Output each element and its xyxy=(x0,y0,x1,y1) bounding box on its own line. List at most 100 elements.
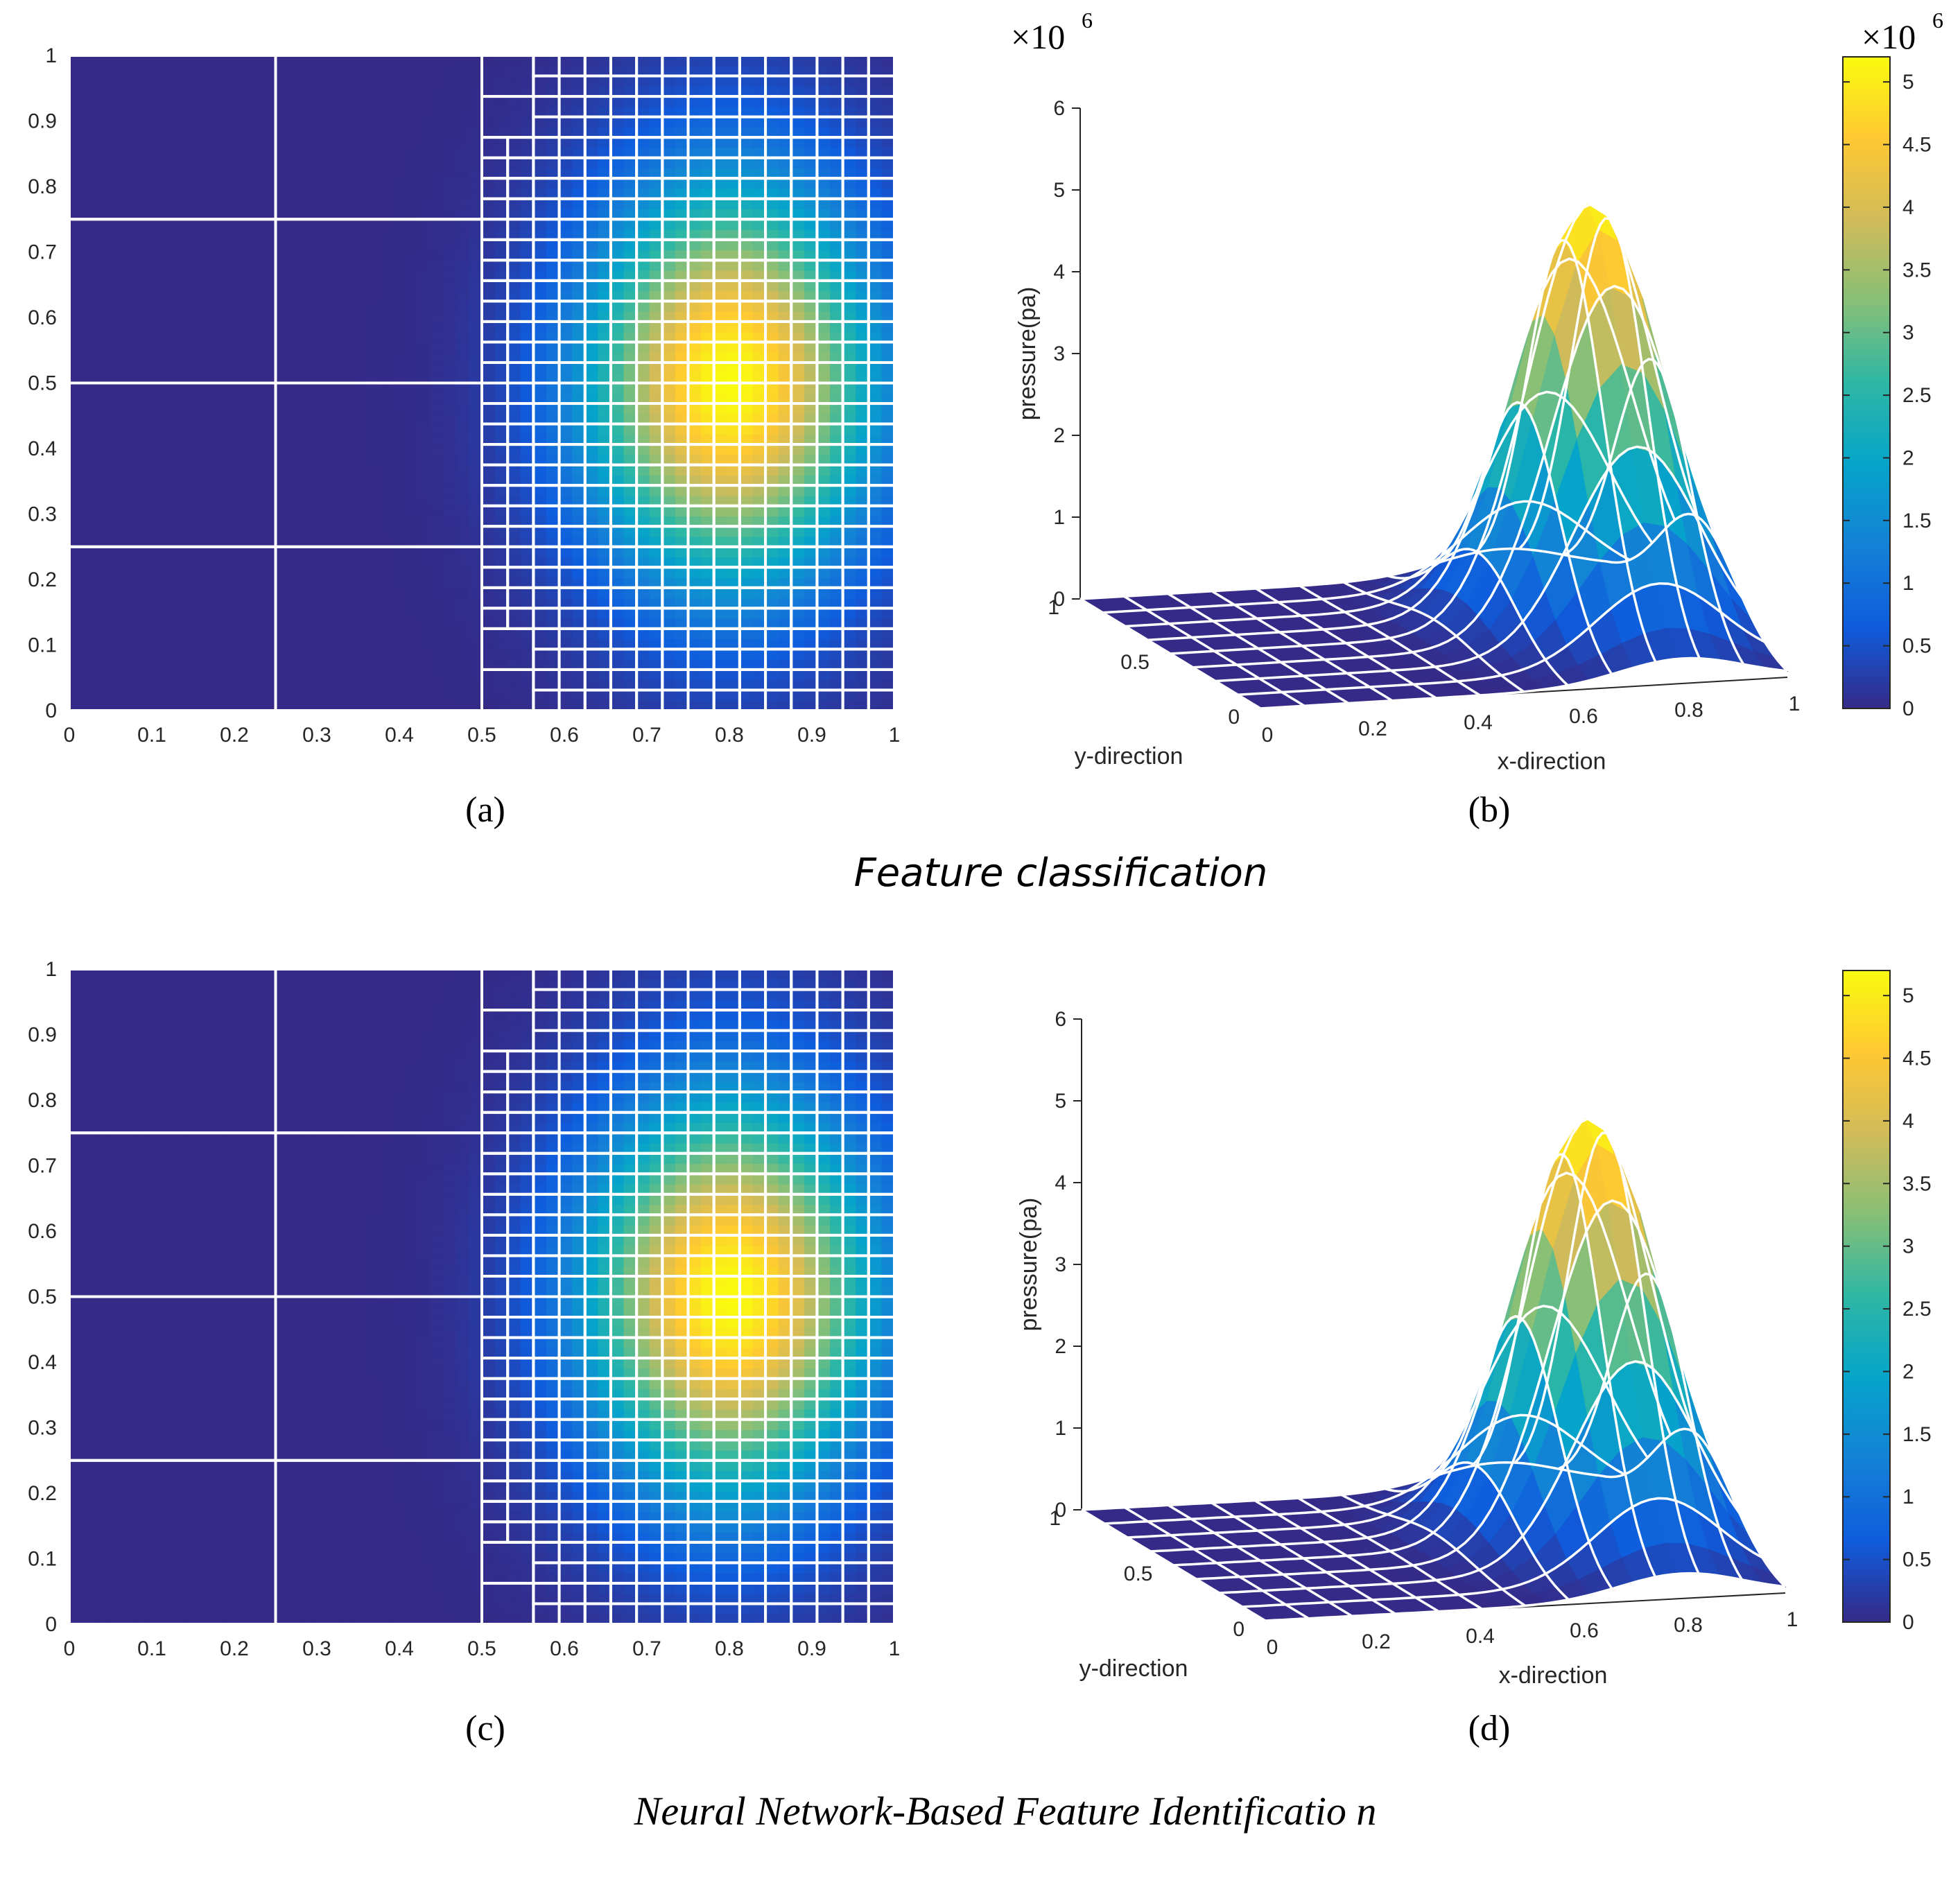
heatmap-cell xyxy=(713,464,727,476)
heatmap-cell xyxy=(752,669,766,681)
heatmap-cell xyxy=(727,424,740,435)
heatmap-cell xyxy=(327,362,341,374)
heatmap-cell xyxy=(353,116,367,128)
heatmap-cell xyxy=(404,546,418,558)
heatmap-cell xyxy=(340,147,354,159)
heatmap-cell xyxy=(159,250,173,261)
heatmap-cell xyxy=(443,198,457,210)
heatmap-cell xyxy=(365,505,379,517)
heatmap-cell xyxy=(198,598,212,609)
heatmap-cell xyxy=(404,372,418,384)
heatmap-cell xyxy=(430,147,444,159)
heatmap-cell xyxy=(623,516,637,527)
heatmap-cell xyxy=(739,168,754,179)
heatmap-cell xyxy=(469,198,483,210)
heatmap-cell xyxy=(662,403,676,415)
heatmap-cell xyxy=(856,659,869,670)
heatmap-cell xyxy=(340,168,354,179)
heatmap-cell xyxy=(649,700,663,711)
heatmap-cell xyxy=(146,679,160,691)
heatmap-cell xyxy=(391,209,406,220)
heatmap-cell xyxy=(752,331,766,343)
heatmap-cell xyxy=(842,690,856,701)
heatmap-cell xyxy=(636,424,650,435)
heatmap-cell xyxy=(675,434,689,445)
heatmap-cell xyxy=(842,393,856,404)
heatmap-cell xyxy=(778,178,792,189)
heatmap-cell xyxy=(224,557,238,568)
heatmap-cell xyxy=(107,434,121,445)
heatmap-cell xyxy=(791,557,805,568)
heatmap-cell xyxy=(778,86,792,97)
heatmap-cell xyxy=(69,250,83,261)
heatmap-cell xyxy=(623,679,637,691)
heatmap-cell xyxy=(868,86,883,97)
heatmap-cell xyxy=(288,413,302,425)
heatmap-cell xyxy=(327,96,341,107)
heatmap-cell xyxy=(856,301,869,312)
heatmap-cell xyxy=(559,290,573,302)
heatmap-cell xyxy=(121,464,135,476)
heatmap-cell xyxy=(842,342,856,353)
heatmap-cell xyxy=(713,567,727,578)
heatmap-cell xyxy=(443,577,457,589)
heatmap-cell xyxy=(739,403,754,415)
heatmap-cell xyxy=(314,127,328,138)
heatmap-cell xyxy=(662,587,676,599)
heatmap-cell xyxy=(727,260,740,271)
heatmap-cell xyxy=(327,76,341,87)
heatmap-cell xyxy=(121,505,135,517)
heatmap-cell xyxy=(159,65,173,77)
heatmap-cell xyxy=(236,618,250,629)
heatmap-cell xyxy=(391,137,406,148)
heatmap-cell xyxy=(727,393,740,404)
heatmap-cell xyxy=(391,86,406,97)
heatmap-cell xyxy=(739,219,754,230)
heatmap-cell xyxy=(494,219,508,230)
heatmap-cell xyxy=(430,413,444,425)
heatmap-cell xyxy=(584,587,598,599)
heatmap-cell xyxy=(224,587,238,599)
x-tick-label: 0.6 xyxy=(1569,705,1598,728)
heatmap-cell xyxy=(856,219,869,230)
heatmap-cell xyxy=(610,536,625,548)
heatmap-cell xyxy=(508,342,521,353)
heatmap-cell xyxy=(765,598,779,609)
heatmap-cell xyxy=(494,229,508,241)
heatmap-cell xyxy=(314,413,328,425)
heatmap-cell xyxy=(146,669,160,681)
heatmap-cell xyxy=(881,96,895,107)
heatmap-cell xyxy=(159,475,173,486)
heatmap-cell xyxy=(353,403,367,415)
heatmap-cell xyxy=(559,475,573,486)
heatmap-cell xyxy=(817,403,831,415)
heatmap-cell xyxy=(379,383,392,394)
heatmap-cell xyxy=(430,250,444,261)
heatmap-cell xyxy=(713,546,727,558)
heatmap-cell xyxy=(365,116,379,128)
heatmap-cell xyxy=(365,55,379,67)
heatmap-cell xyxy=(301,311,315,322)
heatmap-cell xyxy=(301,137,315,148)
heatmap-cell xyxy=(868,608,883,619)
heatmap-cell xyxy=(185,649,199,660)
heatmap-cell xyxy=(636,577,650,589)
heatmap-cell xyxy=(469,669,483,681)
heatmap-cell xyxy=(494,270,508,281)
heatmap-cell xyxy=(546,270,560,281)
heatmap-cell xyxy=(456,342,470,353)
heatmap-cell xyxy=(95,383,109,394)
heatmap-cell xyxy=(340,157,354,169)
heatmap-cell xyxy=(508,321,521,333)
heatmap-cell xyxy=(752,301,766,312)
heatmap-cell xyxy=(817,260,831,271)
heatmap-cell xyxy=(82,280,96,292)
heatmap-cell xyxy=(250,516,263,527)
heatmap-cell xyxy=(456,638,470,650)
heatmap-cell xyxy=(533,239,547,251)
heatmap-cell xyxy=(623,280,637,292)
heatmap-cell xyxy=(713,137,727,148)
heatmap-cell xyxy=(443,239,457,251)
heatmap-cell xyxy=(327,352,341,363)
heatmap-cell xyxy=(727,116,740,128)
